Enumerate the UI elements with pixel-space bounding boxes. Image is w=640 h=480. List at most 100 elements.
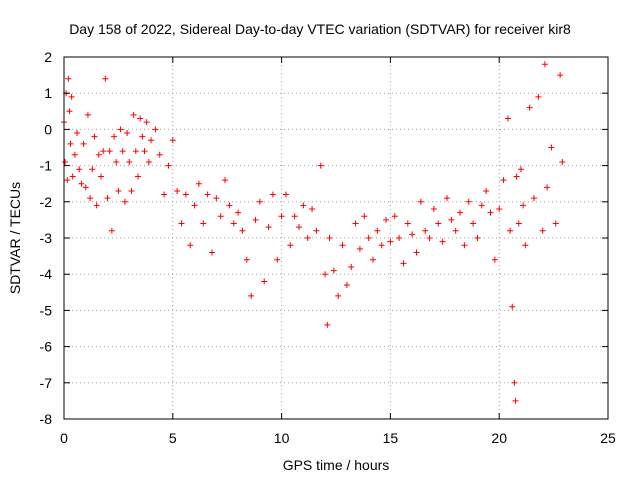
data-point	[182, 191, 189, 198]
data-point	[174, 187, 181, 194]
data-point	[409, 231, 416, 238]
data-point	[89, 166, 96, 173]
data-point	[483, 187, 490, 194]
data-point	[204, 191, 211, 198]
data-point	[326, 235, 333, 241]
data-point	[274, 256, 281, 263]
data-point	[474, 235, 481, 241]
data-point	[66, 108, 73, 115]
data-point	[422, 227, 429, 234]
data-point	[378, 242, 385, 249]
y-tick-label: 0	[44, 121, 52, 137]
data-point	[106, 148, 113, 155]
data-point	[300, 202, 307, 209]
y-tick-label: -7	[40, 375, 53, 391]
data-point	[457, 209, 464, 216]
data-point	[470, 220, 477, 227]
data-point	[548, 144, 555, 151]
data-point	[141, 148, 148, 155]
data-point	[361, 213, 368, 220]
data-point	[522, 242, 529, 249]
data-point	[95, 151, 102, 158]
data-point	[396, 235, 403, 241]
data-point	[500, 177, 507, 184]
x-tick-label: 25	[600, 430, 616, 446]
data-point	[102, 75, 109, 82]
data-point	[557, 72, 564, 79]
data-point	[552, 220, 559, 227]
data-point	[235, 209, 242, 216]
data-point	[313, 227, 320, 234]
data-point	[507, 227, 514, 234]
data-point	[309, 206, 316, 213]
data-point	[226, 202, 233, 209]
data-point	[513, 173, 520, 180]
data-point	[230, 220, 237, 227]
data-point	[111, 133, 118, 140]
data-point	[426, 235, 433, 241]
data-point	[165, 162, 172, 169]
y-tick-label: -8	[40, 411, 53, 427]
data-point	[512, 397, 519, 404]
data-point	[400, 260, 407, 267]
data-point	[82, 184, 89, 191]
chart-title: Day 158 of 2022, Sidereal Day-to-day VTE…	[69, 21, 571, 37]
data-point	[296, 224, 303, 231]
data-point	[169, 137, 176, 144]
data-point	[383, 216, 390, 223]
x-tick-label: 20	[491, 430, 507, 446]
data-point	[187, 242, 194, 249]
data-point	[148, 137, 155, 144]
data-point	[430, 206, 437, 213]
data-point	[435, 220, 442, 227]
data-point	[465, 198, 472, 205]
data-point	[387, 238, 394, 245]
data-point	[100, 148, 107, 155]
data-point	[496, 206, 503, 213]
data-point	[509, 303, 516, 310]
data-point	[269, 191, 276, 198]
data-point	[69, 173, 76, 180]
data-point	[515, 220, 522, 227]
x-tick-label: 10	[274, 430, 290, 446]
data-point	[448, 216, 455, 223]
data-point	[304, 235, 311, 241]
data-point	[78, 180, 85, 187]
data-point	[115, 187, 122, 194]
y-tick-label: -2	[40, 194, 53, 210]
y-tick-label: -5	[40, 302, 53, 318]
data-point	[208, 249, 215, 256]
data-point	[117, 126, 124, 133]
data-point	[404, 220, 411, 227]
data-point	[191, 202, 198, 209]
data-point	[91, 133, 98, 140]
data-point	[252, 216, 259, 223]
data-point	[413, 249, 420, 256]
data-point	[152, 126, 159, 133]
data-point	[64, 177, 71, 184]
data-point	[531, 195, 538, 202]
data-point	[156, 151, 163, 158]
data-points	[61, 61, 566, 404]
data-point	[178, 220, 185, 227]
y-tick-label: 2	[44, 49, 52, 65]
data-point	[261, 278, 268, 285]
data-point	[195, 180, 202, 187]
data-point	[130, 111, 137, 118]
data-point	[539, 227, 546, 234]
data-point	[324, 321, 331, 328]
data-point	[97, 173, 104, 180]
data-point	[278, 213, 285, 220]
data-point	[535, 93, 542, 100]
x-tick-label: 5	[169, 430, 177, 446]
data-point	[356, 245, 363, 252]
data-point	[439, 238, 446, 245]
y-axis-label: SDTVAR / TECUs	[7, 182, 23, 294]
data-point	[139, 133, 146, 140]
data-point	[213, 195, 220, 202]
data-point	[443, 195, 450, 202]
data-point	[128, 187, 135, 194]
x-tick-label: 15	[383, 430, 399, 446]
